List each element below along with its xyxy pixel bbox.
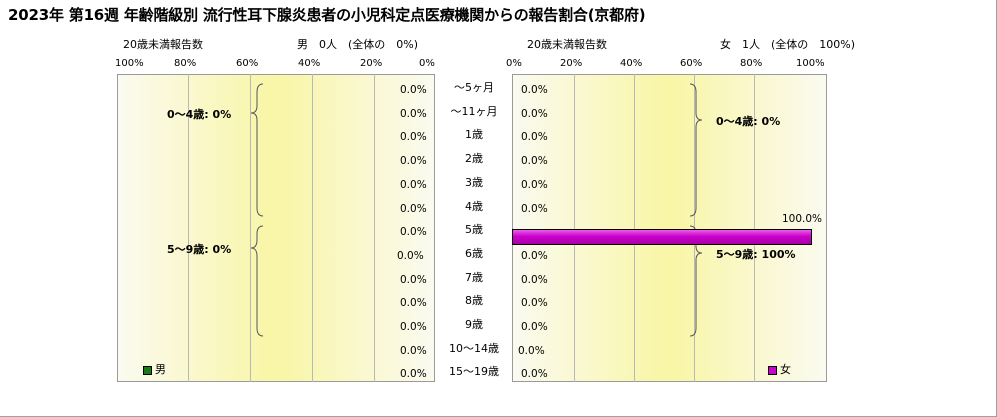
male-subtitle-label: 20歳未満報告数 [123,38,203,51]
age-category-label: 2歳 [465,152,483,166]
female-value-label: 0.0% [521,107,548,120]
male-tick-label: 20% [360,58,383,69]
male-legend-label: 男 [155,363,166,376]
male-value-label: 0.0% [400,84,427,96]
female-group-5-9-label: 5～9歳: 100% [716,248,796,261]
female-value-label: 0.0% [521,84,548,96]
male-gridline [374,74,375,382]
female-subtitle-label: 20歳未満報告数 [527,38,607,51]
female-value-label: 0.0% [521,249,548,262]
age-category-label: 8歳 [465,294,483,308]
female-bar [512,229,812,246]
male-value-label: 0.0% [400,202,427,215]
female-total-label: 女 1人 (全体の 100%) [720,38,856,51]
female-value-label: 0.0% [521,155,548,168]
female-bracket-0-4 [689,83,703,217]
female-tick-label: 20% [560,58,583,69]
age-category-label: ～11ヶ月 [450,104,498,118]
male-value-label: 0.0% [400,297,427,310]
female-plot-area [512,74,827,382]
male-gridline [188,74,189,382]
female-value-label: 0.0% [521,297,548,310]
male-value-label: 0.0% [400,344,427,357]
female-value-label: 0.0% [521,273,548,286]
age-category-label: 15～19歳 [449,365,499,379]
male-bracket-5-9 [250,225,264,337]
age-category-label: 1歳 [465,128,483,142]
male-plot-area [117,74,435,382]
male-tick-label: 60% [236,58,259,69]
male-value-label: 0.0% [400,321,427,333]
female-gridline [754,74,755,382]
female-gridline [574,74,575,382]
female-value-label: 0.0% [521,202,548,215]
male-gridline [250,74,251,382]
age-category-label: 5歳 [465,223,483,237]
female-tick-label: 100% [796,58,825,69]
male-value-label: 0.0% [400,368,427,381]
male-legend-swatch [143,365,152,375]
female-value-label: 0.0% [521,131,548,144]
male-value-label: 0.0% [400,273,427,286]
male-value-label: 0.0% [397,249,424,262]
male-value-label: 0.0% [400,226,427,239]
male-tick-label: 80% [174,58,197,69]
male-value-label: 0.0% [400,107,427,120]
male-value-label: 0.0% [400,131,427,144]
female-group-0-4-label: 0～4歳: 0% [716,115,781,128]
female-value-label: 0.0% [521,321,548,333]
age-category-label: 7歳 [465,270,483,284]
female-gridline [634,74,635,382]
male-total-label: 男 0人 (全体の 0%) [297,38,419,51]
male-value-label: 0.0% [400,178,427,191]
female-value-label: 100.0% [782,213,823,226]
male-legend: 男 [143,361,166,377]
age-category-label: 10～14歳 [449,341,499,355]
male-tick-label: 0% [419,58,435,69]
female-legend: 女 [768,361,791,377]
male-value-label: 0.0% [400,155,427,168]
age-category-label: 9歳 [465,318,483,331]
female-value-label: 0.0% [518,344,545,357]
male-bracket-0-4 [250,83,264,217]
male-tick-label: 100% [115,58,144,69]
female-value-label: 0.0% [521,368,548,381]
female-tick-label: 0% [506,58,522,69]
male-group-0-4-label: 0～4歳: 0% [167,108,232,121]
female-tick-label: 80% [740,58,763,69]
male-tick-label: 40% [298,58,321,69]
male-gridline [312,74,313,382]
age-category-label: ～5ヶ月 [454,81,494,94]
female-legend-swatch [768,365,777,375]
age-category-label: 3歳 [465,175,483,189]
female-tick-label: 60% [680,58,703,69]
female-value-label: 0.0% [521,178,548,191]
male-group-5-9-label: 5～9歳: 0% [167,243,232,256]
age-category-label: 4歳 [465,199,483,213]
female-tick-label: 40% [620,58,643,69]
age-category-label: 6歳 [465,246,483,260]
chart-title: 2023年 第16週 年齢階級別 流行性耳下腺炎患者の小児科定点医療機関からの報… [8,6,646,24]
female-legend-label: 女 [780,363,791,376]
